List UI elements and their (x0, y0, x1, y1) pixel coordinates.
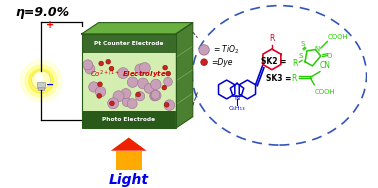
Circle shape (98, 82, 102, 87)
Polygon shape (116, 151, 142, 170)
Text: N: N (314, 46, 320, 52)
Text: COOH: COOH (314, 89, 335, 95)
Bar (37, 82, 45, 88)
Text: S: S (301, 41, 305, 47)
Circle shape (83, 60, 93, 70)
Circle shape (135, 64, 146, 75)
Polygon shape (82, 53, 176, 111)
Bar (38, 87, 44, 90)
Circle shape (166, 71, 170, 76)
Circle shape (127, 99, 137, 109)
Circle shape (151, 90, 161, 101)
Text: $=TiO_2$: $=TiO_2$ (212, 44, 239, 56)
Circle shape (99, 61, 104, 66)
Text: Photo Electrode: Photo Electrode (102, 117, 155, 122)
Polygon shape (111, 137, 147, 151)
Text: O: O (327, 53, 332, 59)
Circle shape (201, 59, 208, 65)
Circle shape (108, 98, 119, 109)
Circle shape (95, 86, 106, 97)
Text: Light: Light (109, 173, 149, 187)
Circle shape (199, 45, 209, 55)
Text: =Dye: =Dye (212, 58, 233, 67)
Circle shape (144, 83, 154, 93)
Circle shape (135, 92, 145, 101)
Circle shape (20, 60, 62, 102)
Circle shape (127, 77, 138, 87)
Circle shape (162, 85, 167, 90)
Circle shape (136, 92, 141, 97)
Circle shape (163, 65, 167, 70)
Circle shape (36, 74, 43, 82)
Circle shape (106, 59, 111, 64)
Circle shape (164, 102, 169, 107)
Text: N: N (234, 95, 240, 101)
Circle shape (32, 71, 51, 89)
Text: C₆H₁₃: C₆H₁₃ (229, 106, 245, 111)
Text: CN: CN (320, 61, 331, 70)
Text: SK2 =: SK2 = (261, 57, 286, 66)
Text: −: − (46, 80, 54, 90)
Circle shape (150, 91, 160, 101)
Text: $Co^{2+/1+}$ Electrolyte: $Co^{2+/1+}$ Electrolyte (90, 68, 167, 81)
Circle shape (85, 64, 95, 74)
Circle shape (164, 100, 175, 111)
Circle shape (97, 94, 102, 98)
Circle shape (138, 78, 149, 89)
Polygon shape (82, 23, 193, 34)
Text: η=9.0%: η=9.0% (16, 6, 70, 19)
Circle shape (164, 77, 172, 86)
Polygon shape (82, 111, 176, 128)
Text: R: R (269, 34, 274, 43)
Circle shape (122, 97, 131, 107)
Text: SK3 =: SK3 = (266, 74, 292, 83)
Polygon shape (82, 34, 176, 53)
Circle shape (91, 83, 99, 91)
Circle shape (150, 79, 161, 90)
Circle shape (109, 66, 114, 71)
Circle shape (151, 90, 160, 99)
Circle shape (139, 63, 150, 74)
Circle shape (89, 82, 99, 92)
Text: S: S (299, 53, 303, 59)
Polygon shape (176, 23, 193, 128)
Circle shape (121, 89, 131, 99)
Text: Pt Counter Electrode: Pt Counter Electrode (94, 41, 163, 46)
Circle shape (113, 91, 124, 102)
Circle shape (110, 101, 114, 106)
Circle shape (118, 68, 129, 79)
Text: +: + (46, 20, 54, 30)
Circle shape (25, 65, 57, 97)
Text: COOH: COOH (327, 34, 348, 39)
Text: R: R (292, 59, 297, 68)
Circle shape (29, 69, 53, 93)
Text: R: R (291, 74, 296, 83)
